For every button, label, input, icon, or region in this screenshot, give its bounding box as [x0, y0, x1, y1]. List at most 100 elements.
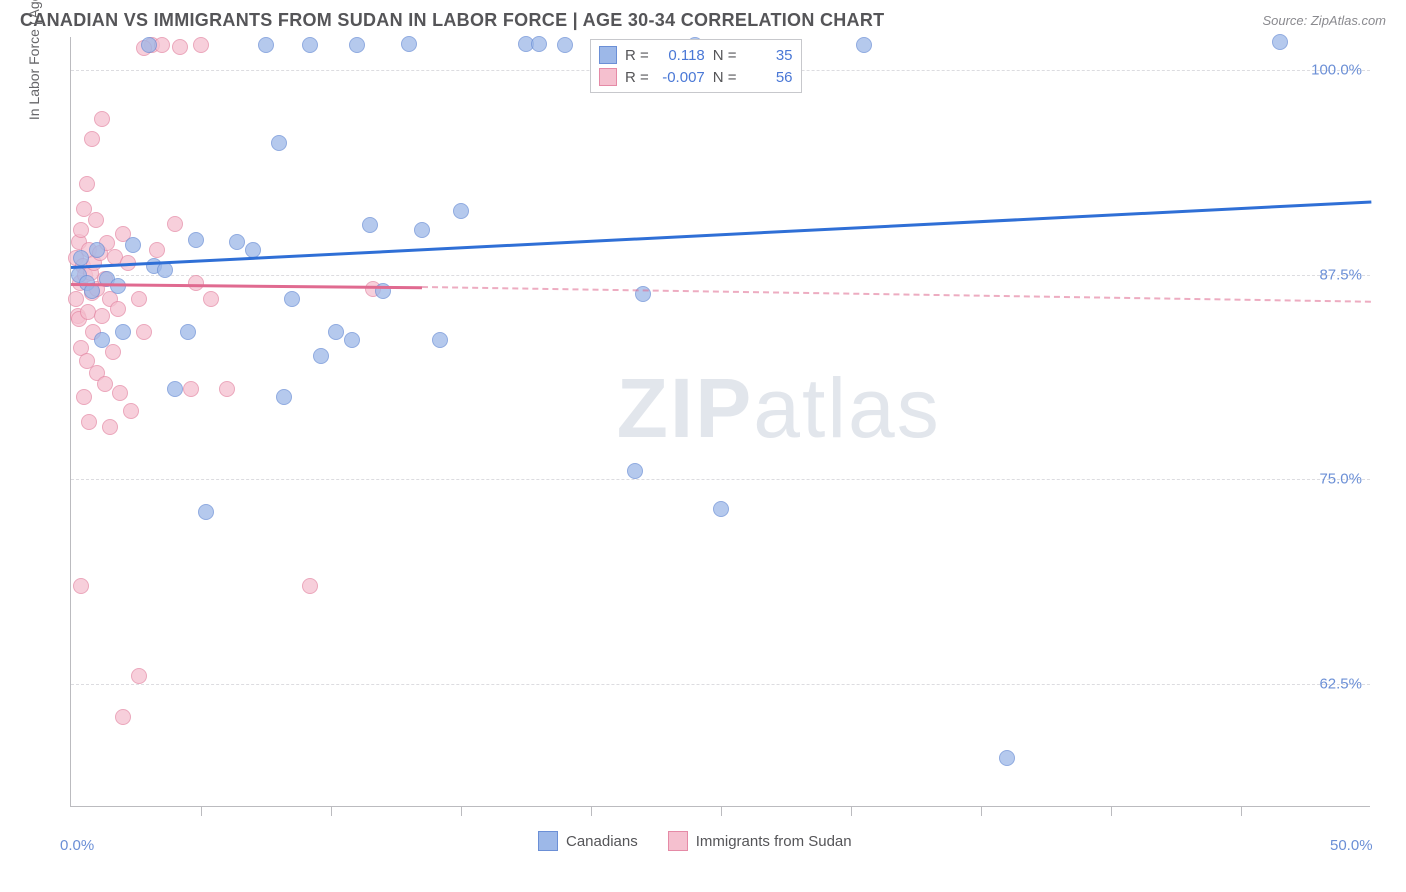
- n-label: N =: [713, 47, 737, 64]
- scatter-point-sudan: [203, 291, 219, 307]
- scatter-point-sudan: [115, 709, 131, 725]
- scatter-point-canadians: [284, 291, 300, 307]
- y-axis-title: In Labor Force | Age 30-34: [26, 0, 42, 120]
- scatter-point-sudan: [94, 111, 110, 127]
- y-tick-label: 62.5%: [1319, 676, 1362, 693]
- legend-label: Canadians: [566, 833, 638, 850]
- scatter-point-sudan: [110, 301, 126, 317]
- y-tick-label: 87.5%: [1319, 266, 1362, 283]
- scatter-point-sudan: [94, 308, 110, 324]
- r-value: -0.007: [657, 69, 705, 86]
- scatter-point-sudan: [73, 222, 89, 238]
- legend: Canadians Immigrants from Sudan: [538, 831, 852, 851]
- scatter-point-sudan: [97, 376, 113, 392]
- scatter-point-canadians: [453, 203, 469, 219]
- scatter-point-sudan: [84, 131, 100, 147]
- n-value: 56: [745, 69, 793, 86]
- scatter-point-canadians: [271, 135, 287, 151]
- scatter-point-sudan: [80, 304, 96, 320]
- gridline-h: [71, 479, 1370, 480]
- watermark: ZIPatlas: [617, 360, 941, 457]
- x-tick: [1241, 806, 1242, 816]
- scatter-point-sudan: [81, 414, 97, 430]
- scatter-point-canadians: [115, 324, 131, 340]
- scatter-point-sudan: [112, 385, 128, 401]
- legend-swatch-sudan: [668, 831, 688, 851]
- legend-swatch-canadians: [538, 831, 558, 851]
- chart-title: CANADIAN VS IMMIGRANTS FROM SUDAN IN LAB…: [20, 10, 884, 31]
- scatter-point-canadians: [258, 37, 274, 53]
- scatter-point-canadians: [557, 37, 573, 53]
- scatter-point-sudan: [136, 324, 152, 340]
- scatter-point-canadians: [531, 36, 547, 52]
- x-tick: [851, 806, 852, 816]
- scatter-point-canadians: [856, 37, 872, 53]
- watermark-bold: ZIP: [617, 361, 754, 455]
- y-tick-label: 100.0%: [1311, 61, 1362, 78]
- scatter-point-canadians: [125, 237, 141, 253]
- y-tick-label: 75.0%: [1319, 471, 1362, 488]
- scatter-point-canadians: [362, 217, 378, 233]
- scatter-point-canadians: [1272, 34, 1288, 50]
- stats-row-canadians: R = 0.118 N = 35: [599, 44, 793, 66]
- trend-line: [422, 286, 1371, 303]
- swatch-canadians: [599, 46, 617, 64]
- scatter-point-sudan: [102, 419, 118, 435]
- scatter-point-sudan: [167, 216, 183, 232]
- scatter-point-canadians: [713, 501, 729, 517]
- scatter-point-canadians: [167, 381, 183, 397]
- x-tick: [331, 806, 332, 816]
- x-tick: [461, 806, 462, 816]
- n-value: 35: [745, 47, 793, 64]
- scatter-point-canadians: [302, 37, 318, 53]
- scatter-point-canadians: [999, 750, 1015, 766]
- n-label: N =: [713, 69, 737, 86]
- scatter-point-canadians: [313, 348, 329, 364]
- scatter-point-canadians: [141, 37, 157, 53]
- stats-box: R = 0.118 N = 35 R = -0.007 N = 56: [590, 39, 802, 93]
- x-axis-max-label: 50.0%: [1330, 837, 1373, 854]
- scatter-point-canadians: [627, 463, 643, 479]
- scatter-point-canadians: [344, 332, 360, 348]
- scatter-point-sudan: [88, 212, 104, 228]
- scatter-point-canadians: [229, 234, 245, 250]
- scatter-point-canadians: [73, 250, 89, 266]
- source-attribution: Source: ZipAtlas.com: [1262, 13, 1386, 28]
- scatter-point-sudan: [302, 578, 318, 594]
- scatter-point-sudan: [188, 275, 204, 291]
- r-value: 0.118: [657, 47, 705, 64]
- trend-line: [71, 201, 1371, 270]
- scatter-point-canadians: [94, 332, 110, 348]
- scatter-point-canadians: [349, 37, 365, 53]
- scatter-point-canadians: [328, 324, 344, 340]
- r-label: R =: [625, 47, 649, 64]
- scatter-point-canadians: [432, 332, 448, 348]
- watermark-rest: atlas: [753, 361, 940, 455]
- scatter-point-canadians: [401, 36, 417, 52]
- x-tick: [1111, 806, 1112, 816]
- swatch-sudan: [599, 68, 617, 86]
- legend-label: Immigrants from Sudan: [696, 833, 852, 850]
- scatter-point-sudan: [219, 381, 235, 397]
- scatter-point-canadians: [180, 324, 196, 340]
- scatter-point-sudan: [193, 37, 209, 53]
- stats-row-sudan: R = -0.007 N = 56: [599, 66, 793, 88]
- x-tick: [981, 806, 982, 816]
- scatter-point-sudan: [172, 39, 188, 55]
- scatter-point-sudan: [149, 242, 165, 258]
- scatter-point-canadians: [89, 242, 105, 258]
- scatter-point-sudan: [131, 668, 147, 684]
- x-tick: [591, 806, 592, 816]
- scatter-point-sudan: [79, 176, 95, 192]
- gridline-h: [71, 684, 1370, 685]
- title-bar: CANADIAN VS IMMIGRANTS FROM SUDAN IN LAB…: [0, 0, 1406, 37]
- scatter-point-sudan: [123, 403, 139, 419]
- scatter-point-sudan: [131, 291, 147, 307]
- x-tick: [721, 806, 722, 816]
- scatter-point-sudan: [183, 381, 199, 397]
- r-label: R =: [625, 69, 649, 86]
- scatter-point-sudan: [73, 578, 89, 594]
- x-axis-min-label: 0.0%: [60, 837, 94, 854]
- legend-item-sudan: Immigrants from Sudan: [668, 831, 852, 851]
- scatter-point-sudan: [76, 389, 92, 405]
